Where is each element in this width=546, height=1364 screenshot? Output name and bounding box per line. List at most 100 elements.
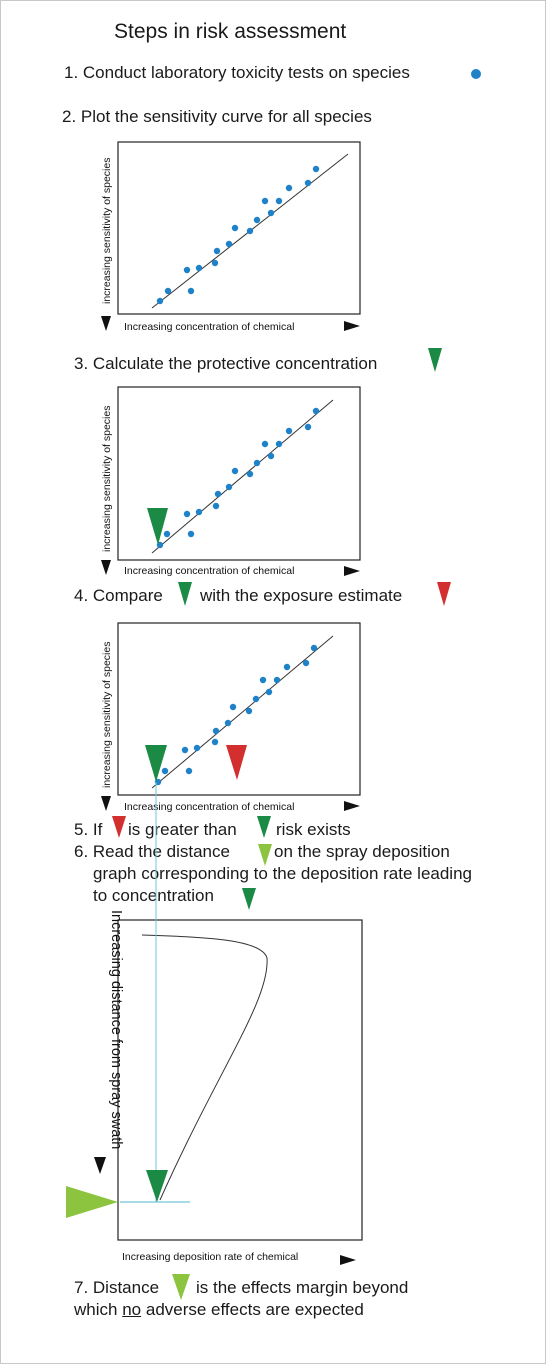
step-6-text-c: graph corresponding to the deposition ra…: [93, 864, 472, 883]
protective-concentration-marker: [146, 1170, 168, 1202]
step-4-text-a: 4. Compare: [74, 586, 163, 605]
species-dot: [181, 746, 189, 754]
plot-frame: [117, 141, 361, 315]
x-axis-arrow-icon: [344, 566, 360, 576]
green-down-triangle-icon: [178, 582, 192, 606]
distance-marker: [66, 1186, 118, 1218]
species-dot: [261, 197, 269, 205]
x-axis-arrow-icon: [340, 1255, 356, 1265]
x-axis-label: Increasing deposition rate of chemical: [122, 1251, 298, 1263]
y-axis-label: increasing sensitivity of species: [101, 406, 113, 552]
species-dot: [275, 197, 283, 205]
species-dot: [213, 247, 221, 255]
step-6-text-d: to concentration: [93, 886, 214, 905]
x-axis-label: Increasing concentration of chemical: [124, 801, 294, 813]
species-dot: [285, 184, 293, 192]
deposition-curve: [141, 934, 268, 1201]
x-axis-label: Increasing concentration of chemical: [124, 321, 294, 333]
species-dot: [285, 427, 293, 435]
species-dot: [187, 287, 195, 295]
red-down-triangle-icon: [437, 582, 451, 606]
species-dot: [252, 695, 260, 703]
species-dot: [187, 530, 195, 538]
step-7-text-c: which no adverse effects are expected: [74, 1300, 364, 1320]
species-dot: [195, 264, 203, 272]
species-dot: [312, 165, 320, 173]
step-6-text-a: 6. Read the distance: [74, 842, 230, 861]
y-axis-label: increasing sensitivity of species: [101, 158, 113, 304]
species-dot: [261, 440, 269, 448]
step-7-no: no: [122, 1300, 142, 1319]
exposure-estimate-marker: [226, 745, 247, 780]
species-dot: [246, 470, 254, 478]
step-5-text-b: is greater than: [128, 820, 237, 839]
species-dot: [253, 216, 261, 224]
step-1-text: 1. Conduct laboratory toxicity tests on …: [64, 63, 410, 82]
species-dot: [211, 738, 219, 746]
green-down-triangle-icon: [428, 348, 442, 372]
species-dot: [225, 483, 233, 491]
species-dot: [156, 297, 164, 305]
page-title: Steps in risk assessment: [114, 20, 347, 43]
species-dot: [224, 719, 232, 727]
species-dot: [231, 224, 239, 232]
species-dot: [253, 459, 261, 467]
y-axis-arrow-icon: [101, 560, 111, 575]
species-dot: [212, 502, 220, 510]
species-dot: [304, 423, 312, 431]
species-dot: [185, 767, 193, 775]
sensitivity-plot-1: increasing sensitivity of species Increa…: [101, 141, 361, 333]
species-dots: [156, 407, 320, 549]
red-down-triangle-icon: [112, 816, 126, 838]
species-dot: [304, 179, 312, 187]
protective-concentration-marker: [145, 745, 167, 782]
trend-line: [151, 635, 334, 789]
step-5-text-c: risk exists: [276, 820, 351, 839]
species-dots: [156, 165, 320, 305]
step-2-text: 2. Plot the sensitivity curve for all sp…: [62, 107, 372, 126]
species-dot: [161, 767, 169, 775]
y-axis-label: increasing sensitivity of species: [101, 642, 113, 788]
y-axis-arrow-icon: [94, 1157, 106, 1174]
species-dot: [183, 266, 191, 274]
species-dot: [310, 644, 318, 652]
species-dot: [195, 508, 203, 516]
species-dot: [246, 227, 254, 235]
step-7-rest: adverse effects are expected: [145, 1300, 364, 1319]
species-dot: [275, 440, 283, 448]
species-dot: [214, 490, 222, 498]
species-dot: [259, 676, 267, 684]
sensitivity-plot-2: increasing sensitivity of species Increa…: [101, 386, 361, 577]
green-down-triangle-icon: [242, 888, 256, 910]
plot-frame: [117, 386, 361, 561]
step-7-which: which: [74, 1300, 118, 1319]
species-dot: [193, 744, 201, 752]
species-dot: [225, 240, 233, 248]
species-dots: [154, 644, 318, 786]
trend-line: [151, 399, 334, 554]
blue-dot-icon: [471, 69, 481, 79]
species-dot: [212, 727, 220, 735]
y-axis-arrow-icon: [101, 796, 111, 811]
species-dot: [164, 287, 172, 295]
species-dot: [267, 209, 275, 217]
green-down-triangle-icon: [257, 816, 271, 838]
x-axis-arrow-icon: [344, 801, 360, 811]
species-dot: [211, 259, 219, 267]
x-axis-arrow-icon: [344, 321, 360, 331]
species-dot: [283, 663, 291, 671]
species-dot: [183, 510, 191, 518]
x-axis-label: Increasing concentration of chemical: [124, 565, 294, 577]
step-6-text-b: on the spray deposition: [274, 842, 450, 861]
sensitivity-plot-3: increasing sensitivity of species Increa…: [101, 622, 361, 813]
species-dot: [229, 703, 237, 711]
species-dot: [231, 467, 239, 475]
step-4-text-b: with the exposure estimate: [200, 586, 403, 605]
species-dot: [312, 407, 320, 415]
species-dot: [163, 530, 171, 538]
species-dot: [265, 688, 273, 696]
species-dot: [245, 707, 253, 715]
step-7-text-b: is the effects margin beyond: [196, 1278, 409, 1297]
species-dot: [273, 676, 281, 684]
